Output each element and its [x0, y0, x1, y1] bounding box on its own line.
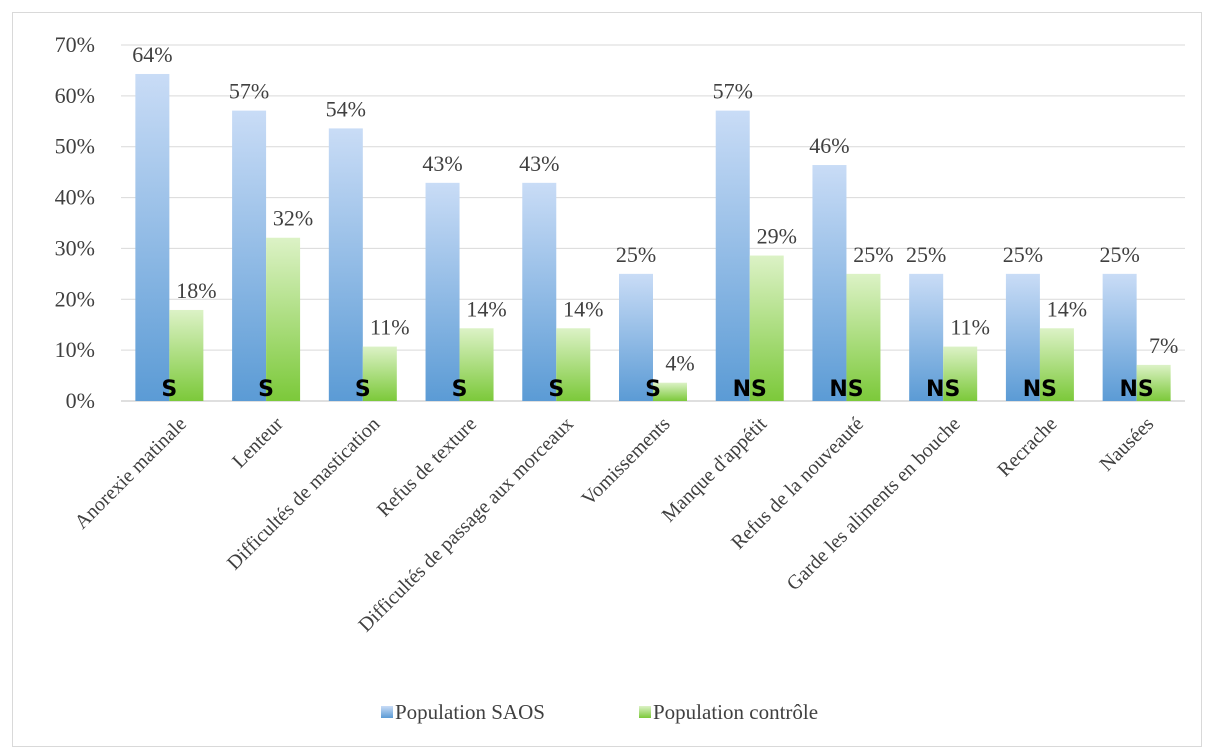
- bar-controle: [943, 346, 978, 401]
- bar-controle: [459, 328, 494, 401]
- data-label: 46%: [809, 133, 849, 158]
- bar-saos: [1102, 273, 1137, 401]
- significance-label: S: [548, 377, 564, 402]
- data-label: 54%: [326, 96, 366, 121]
- x-category-label: Garde les aliments en bouche: [783, 413, 965, 595]
- data-label: 14%: [1047, 296, 1087, 321]
- bar-controle: [362, 346, 397, 401]
- bar-controle: [653, 382, 687, 401]
- bar-saos: [232, 110, 267, 401]
- significance-label: S: [645, 377, 661, 402]
- x-category-label: Difficultés de passage aux morceaux: [354, 413, 577, 636]
- y-tick-label: 0%: [66, 388, 95, 413]
- data-label: 57%: [229, 79, 269, 104]
- data-label: 43%: [519, 151, 559, 176]
- significance-label: S: [258, 377, 274, 402]
- data-label: 14%: [466, 296, 506, 321]
- data-labels: 64% 18% 57% 32% 54% 11% 43% 14% 43% 14% 25% 4% 57% 29…: [132, 42, 1178, 376]
- bar-controle: [1039, 328, 1074, 401]
- legend-label: Population SAOS: [395, 700, 545, 724]
- bar-controle: [556, 328, 591, 401]
- y-tick-label: 30%: [55, 235, 95, 260]
- bar-saos: [328, 128, 363, 402]
- data-label: 57%: [713, 79, 753, 104]
- chart-frame: 0% 10% 20% 30% 40% 50% 60% 70% 64% 18% 57% 32% 54% 1…: [12, 12, 1202, 747]
- x-category-label: Recrache: [993, 413, 1061, 481]
- significance-label: S: [161, 377, 177, 402]
- bar-saos: [812, 165, 847, 401]
- data-label: 64%: [132, 42, 172, 67]
- y-tick-label: 10%: [55, 337, 95, 362]
- data-label: 25%: [906, 242, 946, 267]
- data-label: 32%: [273, 206, 313, 231]
- bar-chart: 0% 10% 20% 30% 40% 50% 60% 70% 64% 18% 57% 32% 54% 1…: [55, 32, 1185, 724]
- data-label: 11%: [950, 315, 990, 340]
- x-category-label: Nausées: [1095, 413, 1158, 476]
- bar-saos: [715, 110, 750, 401]
- data-label: 18%: [176, 278, 216, 303]
- data-label: 7%: [1149, 333, 1178, 358]
- data-label: 43%: [422, 151, 462, 176]
- data-label: 25%: [1099, 242, 1139, 267]
- bar-controle: [749, 255, 784, 401]
- y-axis-ticks: 0% 10% 20% 30% 40% 50% 60% 70%: [55, 32, 95, 413]
- bar-saos: [909, 273, 944, 401]
- bar-saos: [1005, 273, 1040, 401]
- bar-controle: [846, 273, 881, 401]
- y-tick-label: 20%: [55, 286, 95, 311]
- legend-swatch: [639, 706, 651, 718]
- data-label: 14%: [563, 296, 603, 321]
- significance-label: NS: [926, 377, 960, 402]
- bar-controle: [266, 237, 301, 401]
- x-category-label: Lenteur: [228, 413, 288, 473]
- bar-saos: [619, 273, 653, 401]
- significance-label: NS: [1120, 377, 1154, 402]
- data-label: 25%: [853, 242, 893, 267]
- y-tick-label: 40%: [55, 185, 95, 210]
- significance-label: S: [452, 377, 468, 402]
- x-category-label: Vomissements: [578, 413, 675, 510]
- bars: [135, 73, 1171, 402]
- legend: Population SAOS Population contrôle: [381, 700, 818, 724]
- significance-label: S: [355, 377, 371, 402]
- bar-saos: [135, 73, 170, 401]
- legend-swatch: [381, 706, 393, 718]
- x-category-label: Anorexie matinale: [70, 413, 190, 533]
- data-label: 11%: [370, 315, 410, 340]
- y-tick-label: 60%: [55, 83, 95, 108]
- bar-controle: [169, 309, 204, 401]
- significance-labels: S S S S S S NS NS NS NS NS: [161, 377, 1153, 402]
- data-label: 29%: [757, 224, 797, 249]
- bar-controle: [1136, 364, 1171, 401]
- x-category-label: Manque d'appétit: [658, 413, 772, 527]
- significance-label: NS: [829, 377, 863, 402]
- x-category-label: Refus de texture: [373, 413, 481, 521]
- y-tick-label: 50%: [55, 134, 95, 159]
- significance-label: NS: [1023, 377, 1057, 402]
- bar-saos: [425, 182, 460, 401]
- bar-saos: [522, 182, 557, 401]
- y-tick-label: 70%: [55, 32, 95, 57]
- data-label: 25%: [1003, 242, 1043, 267]
- data-label: 25%: [616, 242, 656, 267]
- significance-label: NS: [733, 377, 767, 402]
- legend-label: Population contrôle: [653, 700, 818, 724]
- data-label: 4%: [665, 351, 694, 376]
